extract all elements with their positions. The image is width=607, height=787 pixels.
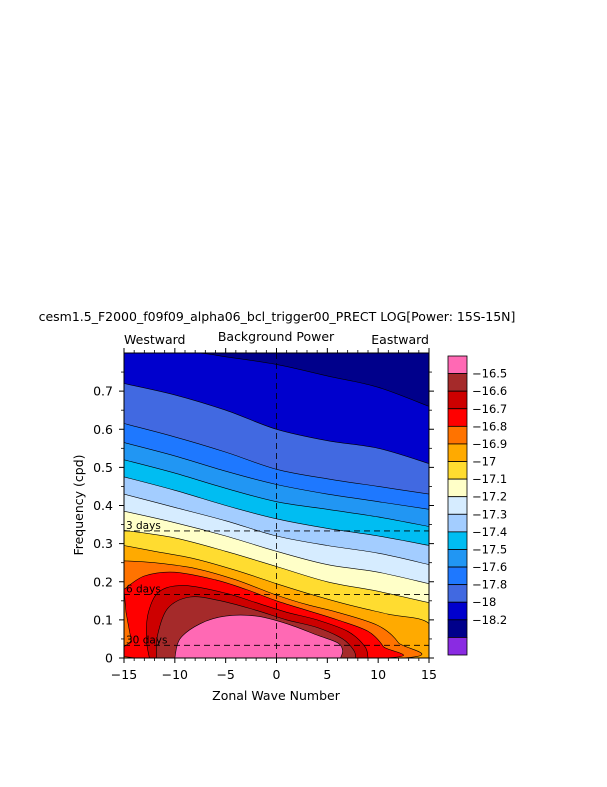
x-tick-label-2: −5 bbox=[216, 667, 234, 682]
colorbar-swatch-5 bbox=[447, 443, 468, 462]
colorbar-swatch-13 bbox=[447, 584, 468, 603]
colorbar-swatch-14 bbox=[447, 601, 468, 621]
colorbar-swatch-7 bbox=[447, 478, 468, 498]
colorbar-label-15: −18.2 bbox=[472, 613, 507, 627]
colorbar-label-11: −17.5 bbox=[472, 542, 507, 556]
colorbar-label-2: −16.6 bbox=[472, 384, 507, 398]
y-tick-label-5: 0.5 bbox=[93, 460, 113, 475]
x-tick-label-0: −15 bbox=[111, 667, 137, 682]
colorbar-swatch-10 bbox=[447, 531, 468, 550]
x-tick-label-4: 5 bbox=[323, 667, 331, 682]
colorbar-label-9: −17.3 bbox=[472, 507, 507, 521]
colorbar-swatch-1 bbox=[447, 373, 468, 392]
x-tick-label-1: −10 bbox=[162, 667, 188, 682]
colorbar-swatch-15 bbox=[447, 619, 468, 638]
colorbar-swatch-0 bbox=[447, 355, 468, 374]
y-tick-label-0: 0 bbox=[105, 651, 113, 666]
colorbar-swatch-3 bbox=[447, 408, 468, 427]
colorbar-label-14: −18 bbox=[472, 595, 496, 609]
colorbar-swatch-8 bbox=[447, 496, 468, 515]
colorbar-swatch-11 bbox=[447, 549, 468, 568]
period-label-1: 6 days bbox=[126, 583, 161, 595]
contour-fills bbox=[124, 353, 429, 658]
colorbar: −16.5 −16.6 −16.7 −16.8 −16.9 −17 −17.1 −17.2 −1… bbox=[447, 355, 507, 656]
colorbar-label-7: −17.1 bbox=[472, 472, 507, 486]
colorbar-label-3: −16.7 bbox=[472, 402, 507, 416]
colorbar-swatch-12 bbox=[447, 566, 468, 586]
chart-title: cesm1.5_F2000_f09f09_alpha06_bcl_trigger… bbox=[39, 309, 516, 324]
colorbar-label-1: −16.5 bbox=[472, 367, 507, 381]
y-tick-label-7: 0.7 bbox=[93, 384, 113, 399]
contour-region-5 bbox=[174, 614, 343, 658]
colorbar-swatch-6 bbox=[447, 461, 468, 480]
colorbar-swatch-4 bbox=[447, 425, 468, 445]
x-tick-label-6: 15 bbox=[421, 667, 437, 682]
colorbar-label-13: −17.8 bbox=[472, 578, 507, 592]
period-label-0: 3 days bbox=[126, 520, 161, 532]
eastward-label: Eastward bbox=[371, 332, 429, 347]
x-tick-label-3: 0 bbox=[273, 667, 281, 682]
y-tick-label-3: 0.3 bbox=[93, 536, 113, 551]
y-tick-label-1: 0.1 bbox=[93, 612, 113, 627]
period-label-2: 30 days bbox=[126, 634, 167, 646]
x-tick-label-5: 10 bbox=[370, 667, 386, 682]
y-tick-label-6: 0.6 bbox=[93, 422, 113, 437]
colorbar-label-5: −16.9 bbox=[472, 437, 507, 451]
colorbar-label-4: −16.8 bbox=[472, 419, 507, 433]
colorbar-swatch-9 bbox=[447, 513, 468, 533]
axis-ticks: −15 −10 −5 0 5 10 15 0 0.1 0.2 0.3 0.4 0.5 0.6 0.7 bbox=[93, 348, 437, 682]
colorbar-label-10: −17.4 bbox=[472, 525, 507, 539]
y-tick-label-2: 0.2 bbox=[93, 574, 113, 589]
westward-label: Westward bbox=[124, 332, 185, 347]
colorbar-label-12: −17.6 bbox=[472, 560, 507, 574]
y-axis-label: Frequency (cpd) bbox=[71, 454, 86, 555]
colorbar-label-8: −17.2 bbox=[472, 490, 507, 504]
colorbar-label-6: −17 bbox=[472, 455, 496, 469]
x-axis-label: Zonal Wave Number bbox=[212, 688, 341, 703]
reference-lines: 3 days 6 days 30 days bbox=[124, 353, 429, 658]
colorbar-swatch-2 bbox=[447, 390, 468, 410]
colorbar-swatch-16 bbox=[447, 637, 468, 656]
y-tick-label-4: 0.4 bbox=[93, 498, 113, 513]
plot-area: 3 days 6 days 30 days −15 −10 −5 0 5 10 15 0 0.1 0.… bbox=[93, 348, 437, 682]
background-power-label: Background Power bbox=[218, 329, 335, 344]
